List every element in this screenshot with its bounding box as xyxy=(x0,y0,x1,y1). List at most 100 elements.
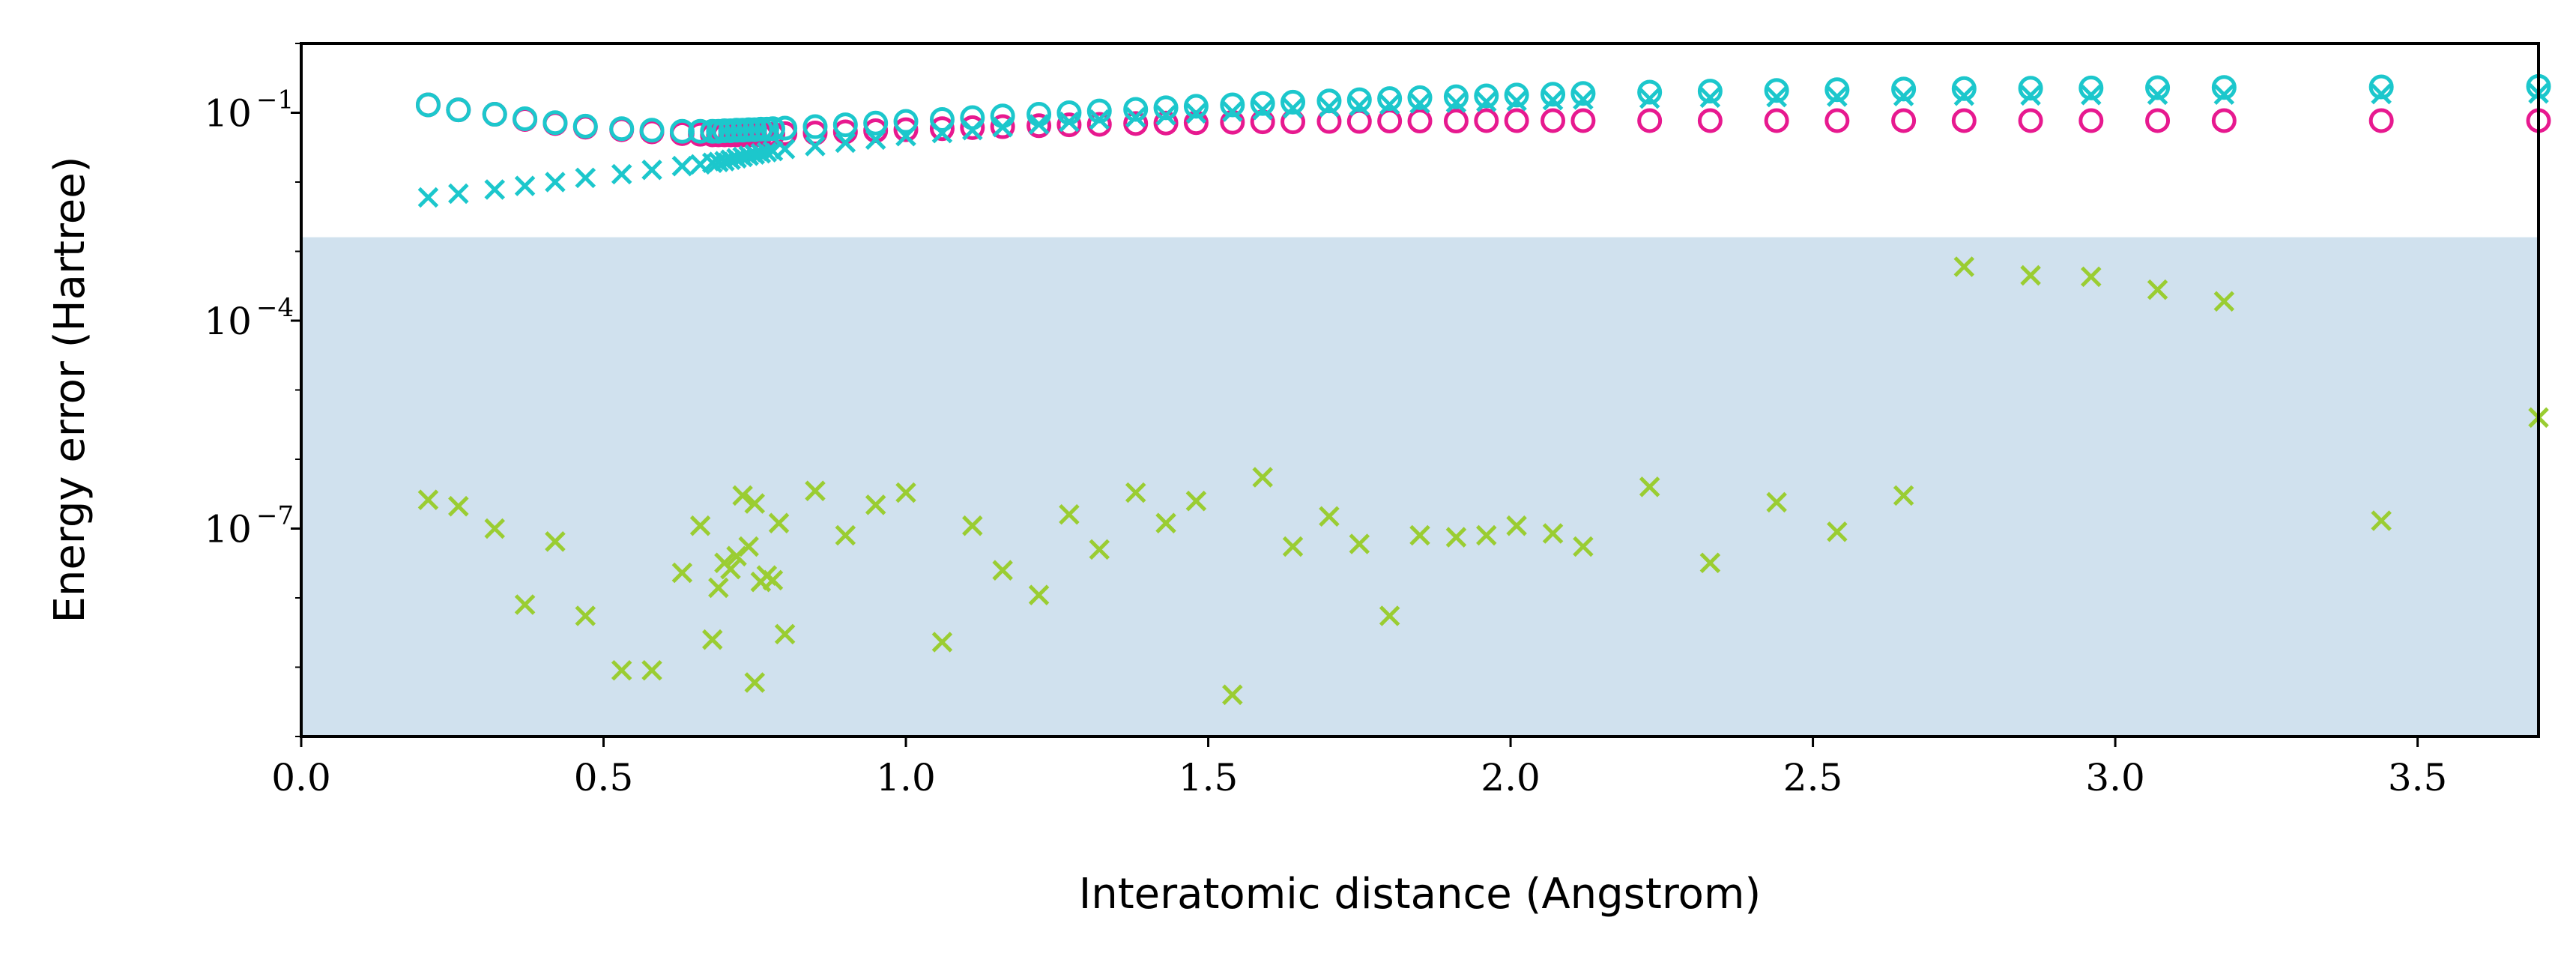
data-point xyxy=(639,118,665,143)
data-point xyxy=(962,515,983,536)
series-1 xyxy=(415,73,2551,144)
data-point xyxy=(762,569,784,591)
data-point xyxy=(2018,76,2043,101)
x-tick-label: 0.0 xyxy=(271,756,331,799)
data-point xyxy=(1827,521,1848,542)
data-point xyxy=(1443,84,1469,109)
data-point xyxy=(1316,88,1342,114)
data-point xyxy=(2213,84,2235,105)
data-point xyxy=(1349,95,1370,116)
y-axis: 10−110−410−7 xyxy=(204,43,301,737)
data-point xyxy=(1089,539,1110,560)
data-point xyxy=(1250,91,1275,116)
data-point xyxy=(992,116,1013,138)
data-point xyxy=(671,155,693,177)
data-point xyxy=(1028,114,1050,135)
data-point xyxy=(1282,97,1304,119)
data-point xyxy=(641,659,662,681)
data-point xyxy=(1637,79,1663,105)
data-point xyxy=(1445,527,1467,548)
data-point xyxy=(1542,523,1564,544)
data-point xyxy=(514,594,536,615)
data-point xyxy=(1764,78,1789,103)
shaded-region xyxy=(301,237,2539,736)
data-point xyxy=(929,116,955,142)
data-point xyxy=(1570,81,1596,106)
data-point xyxy=(1504,108,1529,133)
data-point xyxy=(1476,91,1497,112)
data-point xyxy=(2147,84,2168,106)
x-tick-label: 3.5 xyxy=(2388,756,2448,799)
data-marks xyxy=(415,73,2551,706)
data-point xyxy=(448,495,469,517)
data-point xyxy=(863,110,889,136)
data-point xyxy=(720,558,741,580)
data-point xyxy=(1086,112,1112,137)
data-point xyxy=(2371,83,2392,105)
data-point xyxy=(1059,111,1080,133)
data-point xyxy=(893,109,919,134)
data-point xyxy=(895,482,916,503)
data-point xyxy=(1824,77,1850,103)
data-point xyxy=(2368,74,2394,100)
data-point xyxy=(1407,109,1433,134)
y-tick-label: 10 xyxy=(204,508,252,551)
data-point xyxy=(1349,533,1370,554)
data-point xyxy=(835,132,856,154)
data-point xyxy=(671,562,693,584)
data-point xyxy=(1125,106,1146,128)
x-tick-label: 3.0 xyxy=(2085,756,2145,799)
x-tick-label: 0.5 xyxy=(574,756,634,799)
y-tick-exponent: −1 xyxy=(256,85,294,115)
data-point xyxy=(2081,85,2102,106)
y-tick-exponent: −4 xyxy=(256,293,294,323)
data-point xyxy=(1185,490,1207,512)
data-point xyxy=(1445,92,1467,113)
data-point xyxy=(2211,108,2237,133)
series-2 xyxy=(417,82,2549,208)
data-point xyxy=(1476,524,1497,546)
data-point xyxy=(641,159,662,181)
data-point xyxy=(669,118,695,144)
data-point xyxy=(1407,85,1433,110)
data-point xyxy=(1893,485,1914,506)
data-point xyxy=(1123,111,1149,136)
data-point xyxy=(2078,75,2104,100)
data-point xyxy=(1766,86,1787,108)
data-point xyxy=(689,515,711,536)
data-point xyxy=(929,106,955,132)
data-point xyxy=(2078,108,2104,133)
data-point xyxy=(575,167,596,189)
data-point xyxy=(1639,477,1660,497)
data-point xyxy=(865,129,886,151)
data-point xyxy=(774,139,796,160)
data-point xyxy=(2147,279,2168,300)
data-point xyxy=(1951,108,1977,133)
data-point xyxy=(1252,467,1273,488)
y-axis-label: Energy error (Hartree) xyxy=(46,156,94,623)
data-point xyxy=(960,115,985,140)
data-point xyxy=(1409,93,1430,114)
data-point xyxy=(514,175,536,196)
data-point xyxy=(417,187,439,208)
data-point xyxy=(448,183,469,205)
data-point xyxy=(773,115,798,141)
data-point xyxy=(962,120,983,141)
data-point xyxy=(1699,552,1721,574)
data-point xyxy=(708,577,729,599)
data-point xyxy=(895,125,916,147)
data-point xyxy=(545,531,566,552)
data-point xyxy=(1155,512,1176,533)
data-point xyxy=(2368,108,2394,133)
data-point xyxy=(1377,86,1403,112)
x-axis-label: Interatomic distance (Angstrom) xyxy=(1079,870,1762,919)
data-point xyxy=(1125,482,1146,503)
data-point xyxy=(2213,291,2235,312)
data-point xyxy=(484,179,506,200)
data-point xyxy=(611,659,632,681)
series-3 xyxy=(417,256,2549,706)
data-point xyxy=(1827,86,1848,107)
data-point xyxy=(2020,85,2041,106)
data-point xyxy=(1056,112,1082,138)
data-point xyxy=(513,106,538,131)
